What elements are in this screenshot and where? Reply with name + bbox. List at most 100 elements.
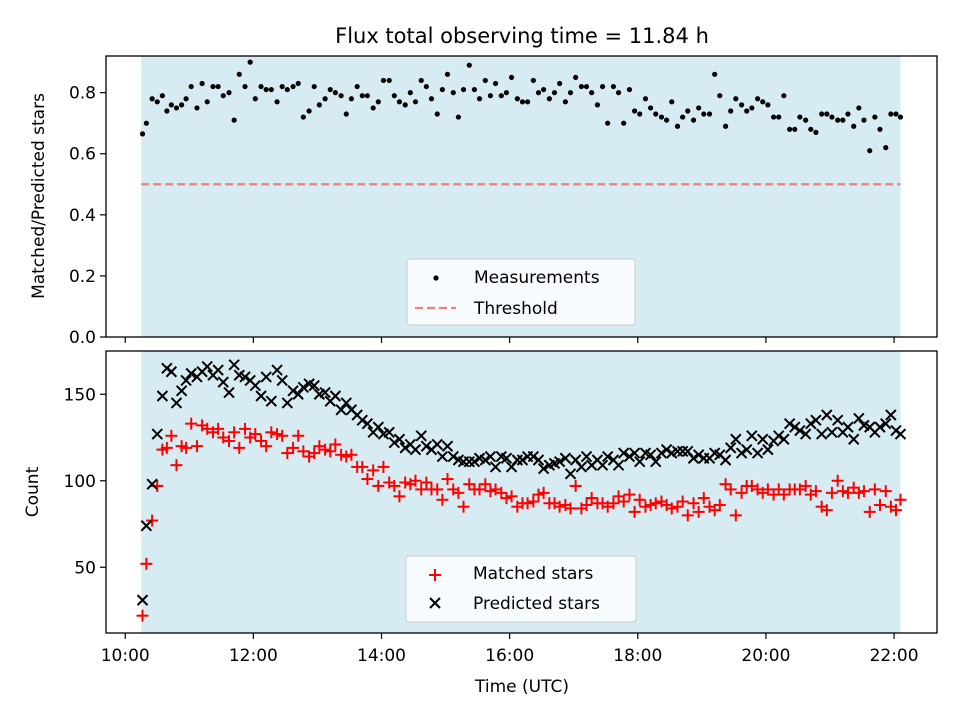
matched-star-point <box>564 502 577 515</box>
x-tick-label: 20:00 <box>741 646 790 666</box>
matched-star-point <box>868 483 881 496</box>
predicted-star-point <box>201 360 213 373</box>
figure-title: Flux total observing time = 11.84 h <box>335 24 709 48</box>
bottom-legend: Matched stars Predicted stars <box>405 555 637 623</box>
measurement-point <box>236 71 242 77</box>
predicted-star-point <box>575 461 588 473</box>
matched-stars-points <box>136 417 907 622</box>
predicted-star-point <box>420 440 433 452</box>
matched-star-point <box>580 498 593 511</box>
predicted-star-point <box>799 428 812 440</box>
predicted-star-point <box>735 447 748 459</box>
measurement-point <box>482 77 488 84</box>
matched-star-point <box>260 440 273 453</box>
measurement-point <box>728 108 734 114</box>
matched-star-point <box>136 609 149 622</box>
predicted-star-point <box>783 417 796 430</box>
matched-star-point <box>212 422 225 435</box>
matched-star-point <box>852 486 865 499</box>
predicted-star-point <box>463 456 475 468</box>
measurement-point <box>813 129 819 135</box>
matched-star-point <box>452 486 465 499</box>
matched-star-point <box>697 492 710 505</box>
x-tick-label: 22:00 <box>870 646 919 666</box>
y-tick-label: 100 <box>64 472 96 492</box>
matched-star-point <box>271 428 284 441</box>
matched-star-point <box>479 478 492 491</box>
measurement-point <box>503 90 510 96</box>
predicted-star-point <box>516 454 529 466</box>
predicted-star-point <box>468 456 481 468</box>
matched-star-point <box>431 483 444 496</box>
matched-star-point <box>713 498 726 511</box>
matched-star-point <box>308 447 321 460</box>
matched-star-point <box>569 479 582 492</box>
measurement-point <box>396 99 403 105</box>
predicted-star-point <box>292 388 304 400</box>
legend-threshold-label: Threshold <box>473 299 558 319</box>
measurement-point <box>183 96 189 102</box>
matched-star-point <box>361 473 374 486</box>
measurement-point <box>284 86 290 93</box>
measurement-point <box>407 90 413 96</box>
measurement-point <box>204 99 210 105</box>
y-tick-label: 150 <box>64 385 96 405</box>
measurement-point <box>332 90 338 96</box>
measurement-point <box>797 114 803 120</box>
predicted-star-point <box>271 364 283 376</box>
measurement-point <box>680 114 686 120</box>
measurement-point <box>391 93 397 99</box>
predicted-star-point <box>612 459 625 471</box>
measurement-point <box>149 96 155 102</box>
predicted-star-point <box>287 385 299 397</box>
measurement-point <box>402 102 408 108</box>
matched-star-point <box>820 504 833 517</box>
predicted-star-point <box>773 430 785 442</box>
measurement-point <box>637 111 643 117</box>
predicted-star-point <box>810 414 822 426</box>
measurement-point <box>893 111 899 117</box>
measurement-point <box>690 117 697 123</box>
measurement-point <box>877 126 883 132</box>
matched-star-point <box>724 483 737 496</box>
y-tick-label: 0.6 <box>69 145 96 165</box>
predicted-star-point <box>687 452 700 464</box>
measurement-point <box>348 96 354 102</box>
predicted-star-point <box>297 381 310 394</box>
matched-star-point <box>671 500 684 513</box>
measurement-point <box>164 108 170 114</box>
measurement-point <box>380 77 387 84</box>
measurement-point <box>508 74 515 80</box>
measurement-point <box>418 77 424 84</box>
measurement-point <box>824 111 830 117</box>
y-tick-label: 0.0 <box>69 328 96 348</box>
matched-star-point <box>879 485 892 498</box>
predicted-star-point <box>559 452 572 464</box>
matched-star-point <box>585 492 598 505</box>
matched-star-point <box>847 481 860 494</box>
top-ylabel: Matched/Predicted stars <box>29 93 49 299</box>
measurement-point <box>295 80 301 87</box>
matched-star-point <box>825 486 838 499</box>
matched-star-point <box>729 509 742 522</box>
legend-measurements-label: Measurements <box>474 268 600 288</box>
measurement-point <box>159 93 165 99</box>
measurement-point <box>573 74 579 80</box>
matched-star-point <box>863 505 876 518</box>
measurement-point <box>562 99 568 105</box>
predicted-star-point <box>260 371 272 383</box>
matched-star-point <box>761 483 774 496</box>
measurement-point <box>664 117 670 123</box>
measurement-point <box>615 90 622 96</box>
matched-star-point <box>532 488 545 501</box>
measurement-point <box>274 99 280 105</box>
measurement-point <box>567 90 574 96</box>
measurement-point <box>428 96 435 102</box>
measurement-point <box>143 120 149 126</box>
predicted-star-point <box>757 433 769 445</box>
predicted-star-point <box>894 428 907 440</box>
predicted-star-point <box>874 421 886 433</box>
measurement-point <box>610 83 617 90</box>
measurement-point <box>279 83 285 90</box>
measurement-point <box>776 114 782 120</box>
